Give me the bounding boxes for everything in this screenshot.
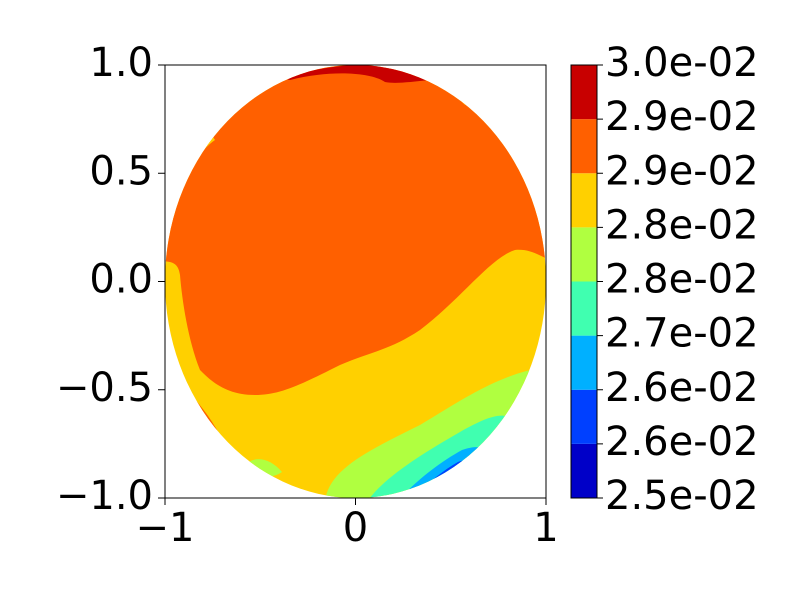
contour-region xyxy=(165,65,546,395)
colorbar-label: 2.7e-02 xyxy=(605,311,759,357)
colorbar-band xyxy=(571,335,597,390)
colorbar-band xyxy=(571,173,597,228)
colorbar-label: 2.6e-02 xyxy=(605,365,759,411)
y-tick-label: 0.0 xyxy=(89,257,153,303)
x-tick-label: −1 xyxy=(136,505,195,551)
colorbar-label: 2.5e-02 xyxy=(605,473,759,519)
colorbar-label: 2.9e-02 xyxy=(605,94,759,140)
y-tick-label: 1.0 xyxy=(89,40,153,86)
colorbar-label: 2.6e-02 xyxy=(605,419,759,465)
colorbar-band xyxy=(571,281,597,336)
y-tick-label: −0.5 xyxy=(56,365,153,411)
colorbar-label: 2.9e-02 xyxy=(605,148,759,194)
contour-area xyxy=(165,65,546,498)
colorbar-label: 2.8e-02 xyxy=(605,257,759,303)
x-tick-label: 0 xyxy=(343,505,368,551)
y-tick-label: −1.0 xyxy=(56,473,153,519)
colorbar-band xyxy=(571,227,597,282)
y-tick-label: 0.5 xyxy=(89,148,153,194)
colorbar-band xyxy=(571,119,597,174)
colorbar-band xyxy=(571,443,597,498)
x-tick-label: 1 xyxy=(533,505,558,551)
colorbar-band xyxy=(571,389,597,444)
colorbar-band xyxy=(571,65,597,120)
colorbar-label: 3.0e-02 xyxy=(605,40,759,86)
colorbar-label: 2.8e-02 xyxy=(605,202,759,248)
